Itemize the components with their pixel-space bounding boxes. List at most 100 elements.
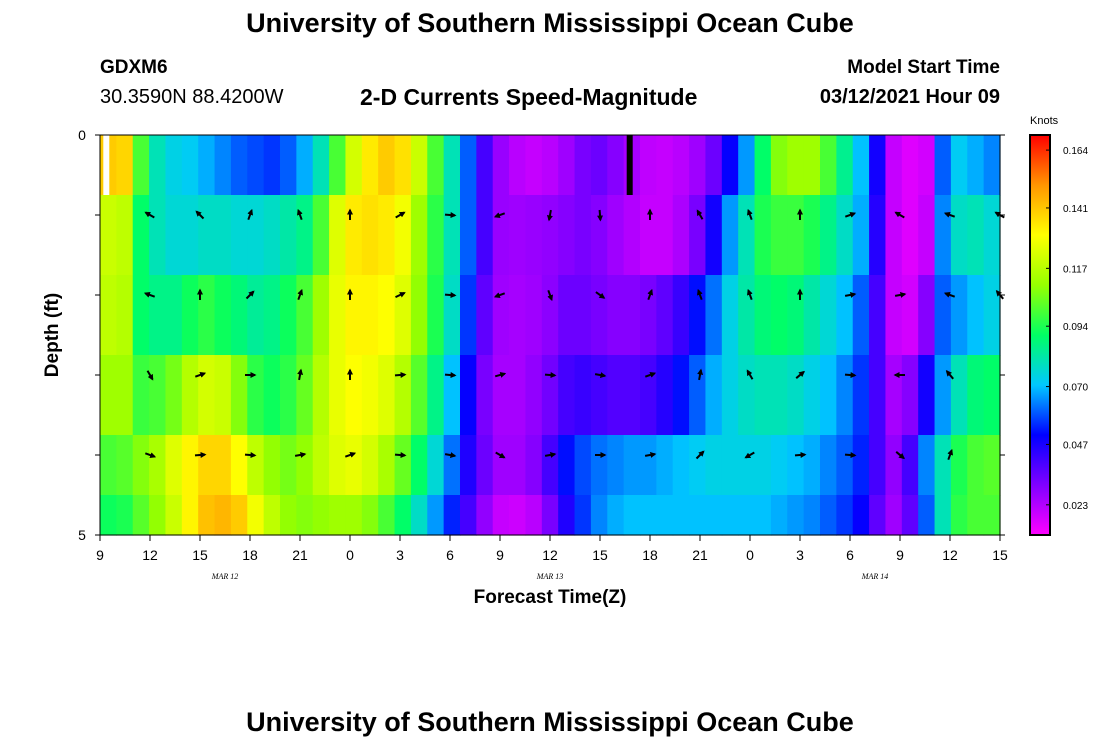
missing-data — [103, 135, 633, 195]
heatmap-cell — [132, 355, 150, 436]
heatmap-cell — [394, 495, 412, 536]
heatmap-cell — [394, 195, 412, 276]
colorbar-tick-label: 0.117 — [1063, 264, 1088, 275]
heatmap-cell — [312, 195, 330, 276]
heatmap-cell — [820, 135, 837, 196]
heatmap-cell — [296, 435, 314, 496]
heatmap-cell — [509, 495, 527, 536]
heatmap-cell — [263, 495, 281, 536]
heatmap-cell — [983, 435, 1001, 496]
heatmap-cell — [181, 135, 199, 196]
heatmap-cell — [656, 495, 674, 536]
x-axis-label: Forecast Time(Z) — [474, 587, 627, 608]
current-vector-arrow — [297, 288, 303, 301]
heatmap-cell — [329, 435, 347, 496]
heatmap-cell — [476, 195, 494, 276]
current-vector-arrow — [947, 448, 953, 461]
heatmap-cell — [640, 435, 657, 496]
heatmap-cell — [427, 435, 445, 496]
y-tick-label: 5 — [78, 527, 86, 543]
heatmap-cell — [607, 355, 625, 436]
heatmap-cell — [640, 135, 657, 196]
heatmap-cell — [263, 435, 281, 496]
x-tick-label: 21 — [292, 547, 308, 563]
heatmap-cell — [263, 135, 281, 196]
current-vector-arrow — [344, 452, 357, 458]
heatmap-cell — [181, 275, 199, 356]
current-vector-arrow — [547, 289, 553, 302]
current-vector-arrow — [144, 211, 155, 219]
current-vector-arrow — [195, 210, 205, 220]
heatmap-cell — [132, 435, 150, 496]
heatmap-cell — [361, 195, 379, 276]
heatmap-cell — [198, 195, 216, 276]
heatmap-cell — [640, 355, 657, 436]
heatmap-cell — [803, 495, 821, 536]
heatmap-cell — [165, 135, 183, 196]
heatmap-cell — [329, 495, 347, 536]
heatmap-cell — [983, 275, 1001, 356]
heatmap-cell — [460, 195, 477, 276]
current-vector-arrow — [493, 212, 506, 218]
heatmap-cell — [590, 135, 608, 196]
heatmap-cell — [312, 435, 330, 496]
heatmap-cell — [820, 495, 837, 536]
heatmap-cell — [983, 135, 1001, 196]
heatmap-cell — [541, 495, 559, 536]
heatmap-cell — [967, 275, 985, 356]
x-tick-label: 21 — [692, 547, 708, 563]
current-vector-arrow — [394, 371, 407, 378]
heatmap-cell — [918, 135, 936, 196]
current-vector-arrow — [697, 368, 704, 381]
heatmap-cell — [967, 435, 985, 496]
heatmap-cell — [869, 435, 887, 496]
heatmap-cell — [770, 275, 788, 356]
heatmap-cell — [705, 275, 723, 356]
colorbar-unit-label: Knots — [1030, 115, 1059, 127]
heatmap-cell — [770, 135, 788, 196]
heatmap-cell — [525, 275, 543, 356]
heatmap-cell — [770, 355, 788, 436]
heatmap-cell — [787, 435, 805, 496]
heatmap-cell — [378, 495, 396, 536]
current-vector-arrow — [696, 209, 704, 220]
heatmap-cell — [689, 275, 707, 356]
heatmap-cell — [476, 355, 494, 436]
colorbar-fill — [1029, 134, 1051, 536]
date-label: MAR 14 — [861, 572, 888, 581]
heatmap-cell — [132, 195, 150, 276]
heatmap-cell — [803, 355, 821, 436]
heatmap-cell — [852, 495, 870, 536]
heatmap-cell — [410, 135, 428, 196]
heatmap-cell — [263, 275, 281, 356]
heatmap-cell — [918, 495, 936, 536]
heatmap-cell — [280, 355, 297, 436]
heatmap-cell — [100, 195, 117, 276]
current-vector-arrow — [294, 451, 307, 458]
heatmap-cell — [770, 495, 788, 536]
heatmap-cell — [427, 495, 445, 536]
heatmap-cell — [443, 355, 461, 436]
heatmap-cell — [378, 275, 396, 356]
heatmap-cell — [263, 355, 281, 436]
heatmap-cell — [361, 275, 379, 356]
heatmap-cells — [100, 135, 1001, 536]
heatmap-cell — [280, 135, 297, 196]
x-tick-label: 12 — [142, 547, 158, 563]
heatmap-cell — [247, 435, 265, 496]
heatmap-cell — [689, 135, 707, 196]
heatmap-cell — [149, 495, 167, 536]
heatmap-cell — [214, 275, 232, 356]
heatmap-cell — [214, 355, 232, 436]
y-tick-label: 0 — [78, 127, 86, 143]
heatmap-cell — [476, 435, 494, 496]
chart-title: 2-D Currents Speed-Magnitude — [360, 84, 698, 110]
heatmap-cell — [410, 355, 428, 436]
footer-title: University of Southern Mississippi Ocean… — [246, 707, 854, 737]
heatmap-cell — [525, 495, 543, 536]
heatmap-cell — [214, 435, 232, 496]
heatmap-cell — [852, 275, 870, 356]
heatmap-cell — [754, 495, 772, 536]
heatmap-cell — [296, 495, 314, 536]
